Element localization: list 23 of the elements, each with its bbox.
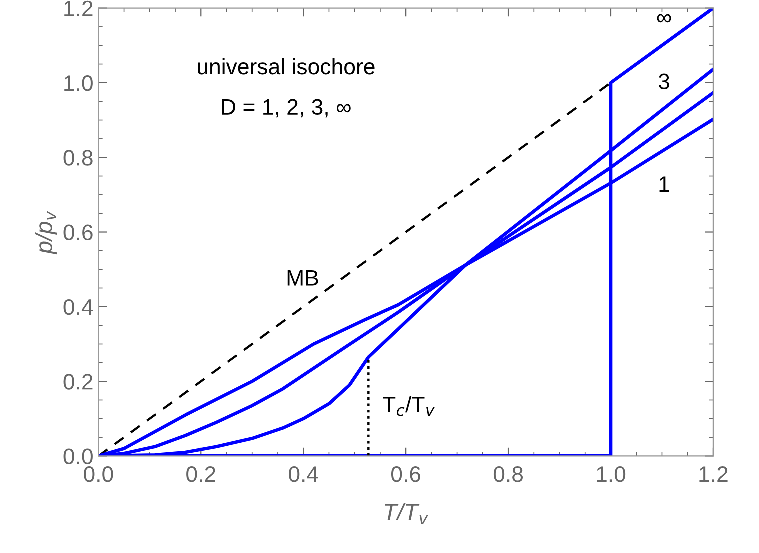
series-label: 3 xyxy=(658,74,670,90)
y-tick-label: 0.0 xyxy=(64,448,93,464)
annotation: D = 1, 2, 3, ∞ xyxy=(222,99,351,118)
x-tick-label: 0.4 xyxy=(289,466,318,482)
x-tick-label: 0.6 xyxy=(391,466,421,482)
y-tick-label: 1.2 xyxy=(64,0,93,16)
annotation: universal isochore xyxy=(198,58,375,75)
series-label: 1 xyxy=(660,176,670,192)
y-axis-title: p/p$_{v}$ xyxy=(35,211,58,255)
x-tick-label: 0.0 xyxy=(84,466,114,482)
x-axis-title: T/T$_{v}$ xyxy=(385,503,429,524)
series-label: T$_{c}$/T$_{v}$ xyxy=(383,396,435,416)
series-label: MB xyxy=(288,270,318,286)
y-tick-label: 1.0 xyxy=(64,75,93,92)
x-tick-label: 0.8 xyxy=(494,466,524,482)
x-tick-label: 0.2 xyxy=(186,466,216,482)
y-tick-label: 0.2 xyxy=(64,374,93,390)
y-tick-label: 0.8 xyxy=(64,150,93,166)
x-tick-label: 1.0 xyxy=(597,466,626,482)
x-tick-label: 1.2 xyxy=(700,466,728,482)
series-label: ∞ xyxy=(657,14,672,23)
y-tick-label: 0.4 xyxy=(64,299,94,316)
y-tick-label: 0.6 xyxy=(64,224,93,241)
